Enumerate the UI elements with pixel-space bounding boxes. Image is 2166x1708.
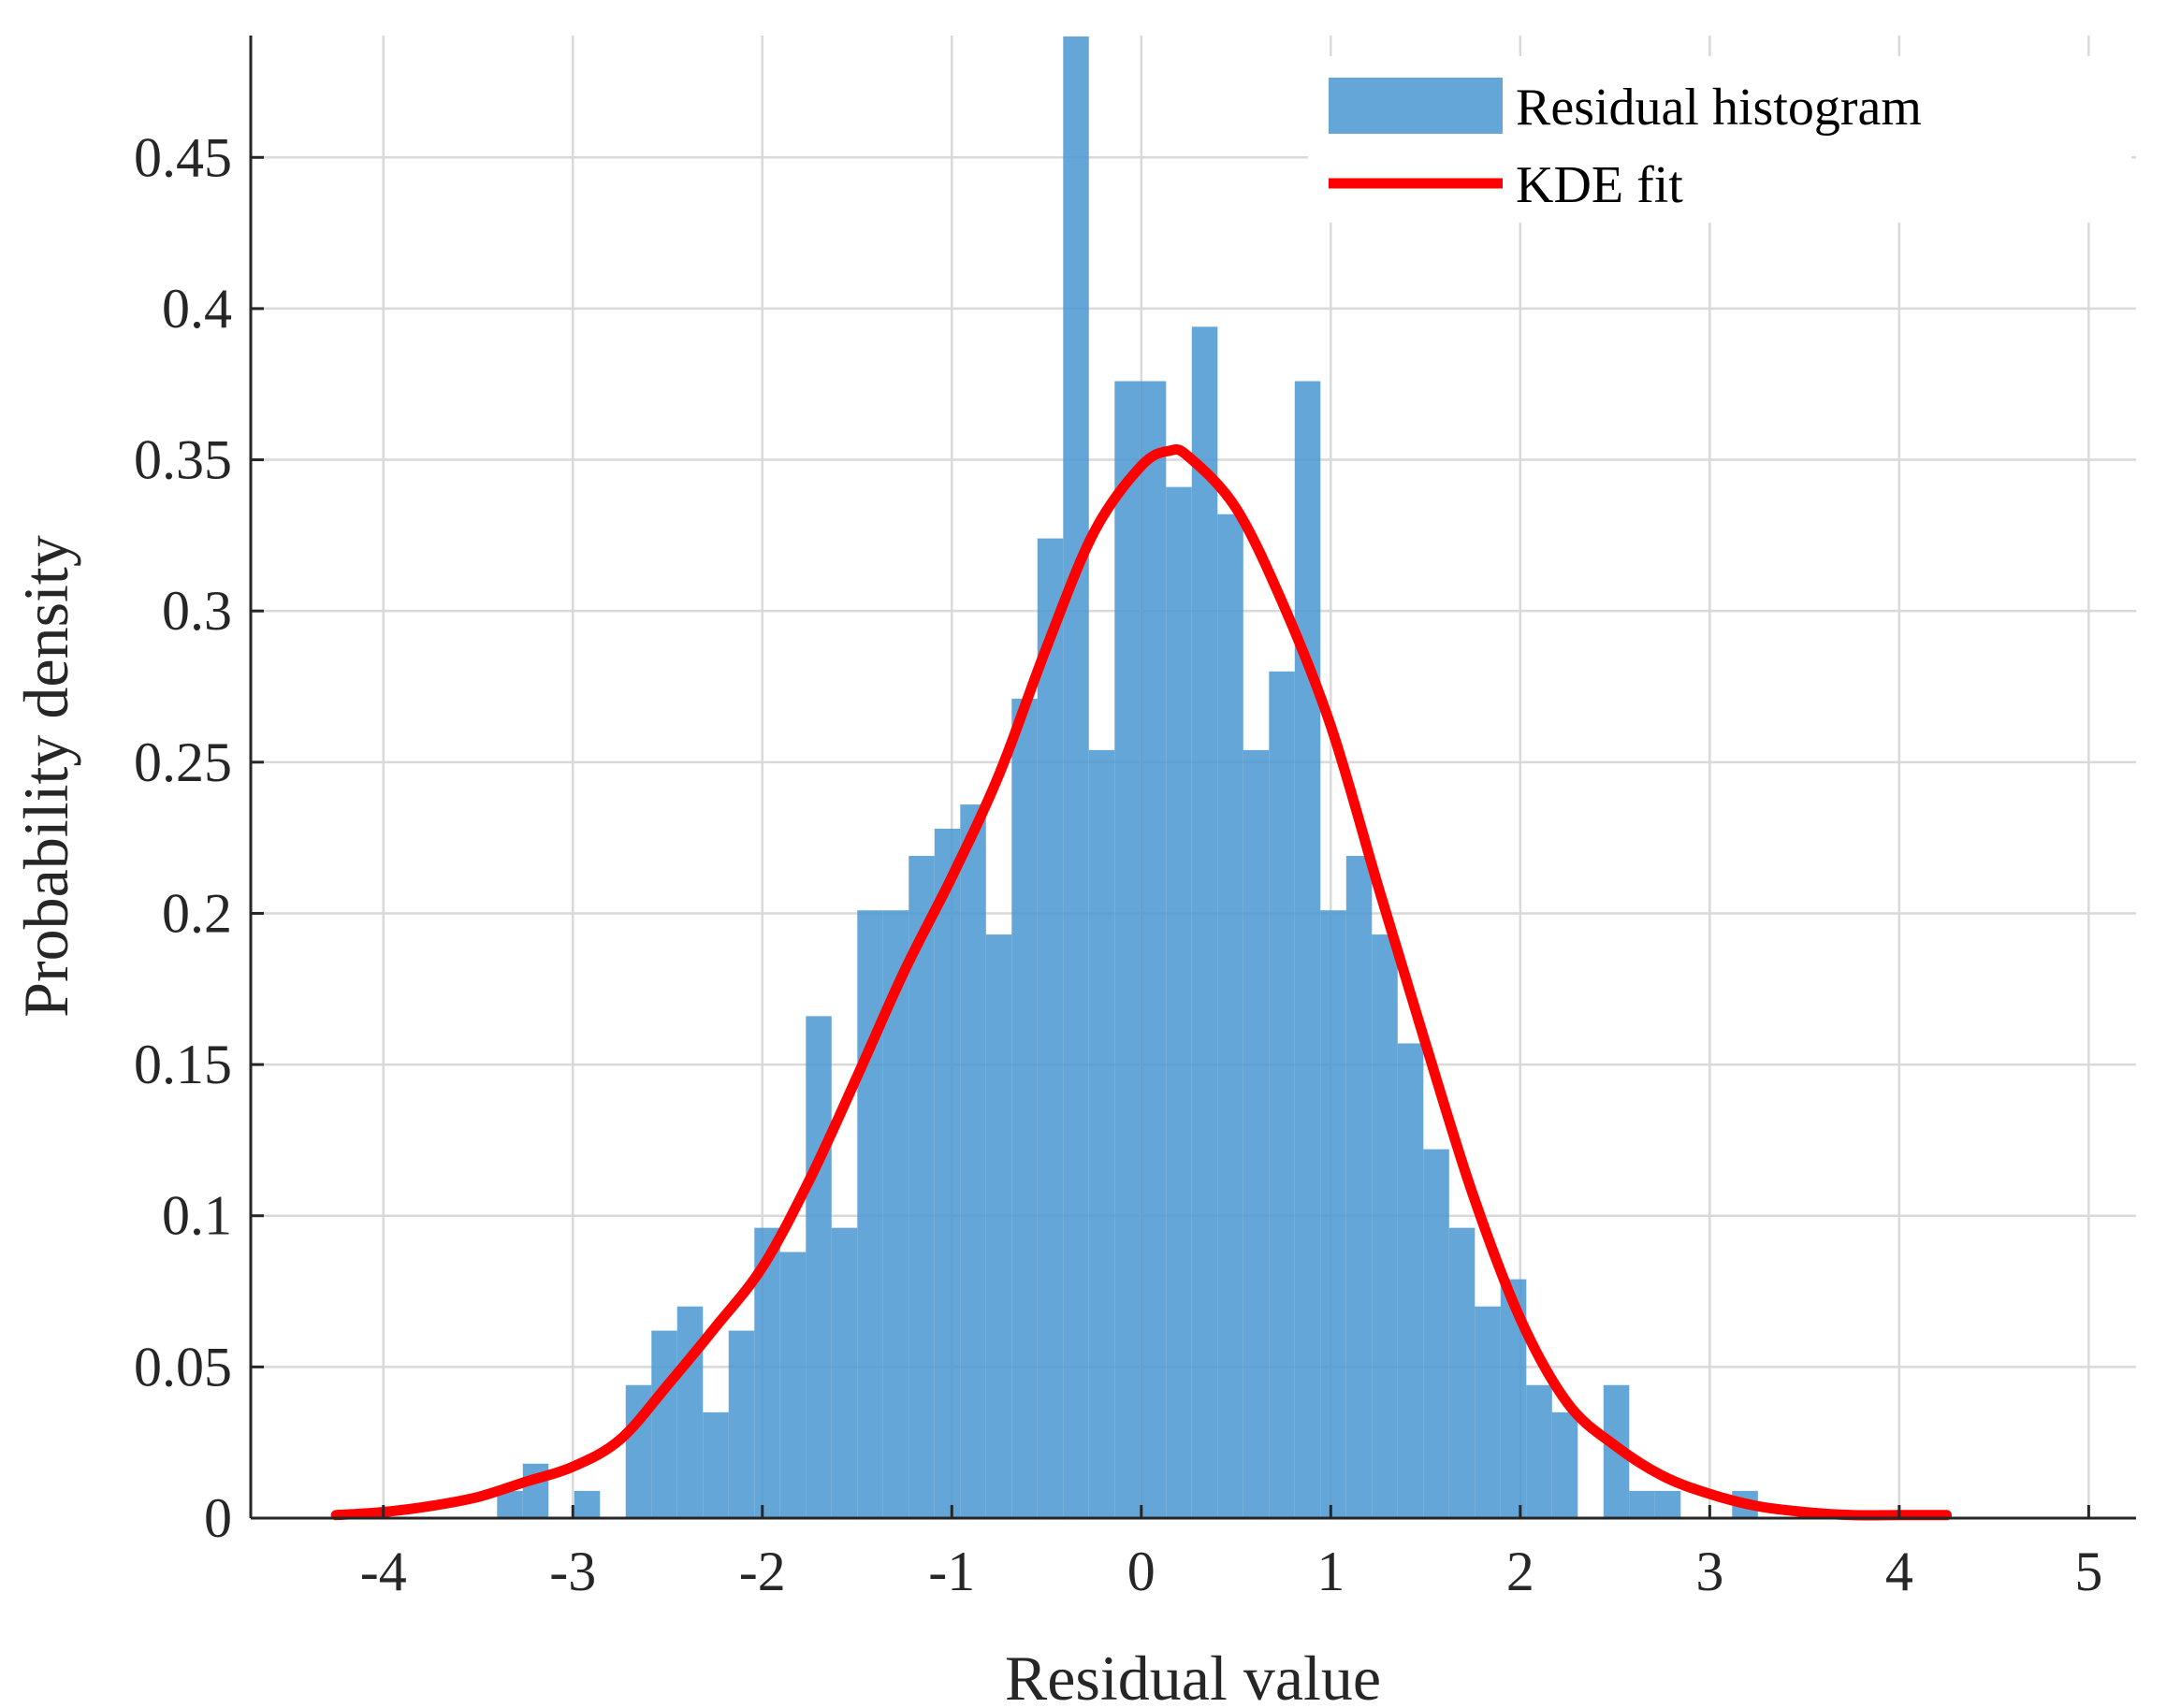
- histogram-bar-27: [1191, 326, 1218, 1518]
- histogram-bars: [497, 36, 1758, 1519]
- histogram-bar-33: [1345, 856, 1373, 1518]
- y-tick-label-5: 0.25: [134, 731, 232, 793]
- x-tick-label-3: -1: [928, 1541, 975, 1602]
- histogram-bar-14: [857, 910, 883, 1518]
- histogram-bar-40: [1526, 1384, 1552, 1518]
- y-tick-label-9: 0.45: [134, 126, 232, 188]
- histogram-bar-37: [1448, 1227, 1475, 1518]
- y-tick-label-0: 0: [204, 1487, 232, 1549]
- histogram-bar-11: [779, 1252, 807, 1518]
- x-tick-label-9: 5: [2074, 1541, 2102, 1602]
- histogram-bar-35: [1397, 1043, 1424, 1518]
- histogram-bar-13: [831, 1227, 858, 1518]
- histogram-bar-28: [1217, 514, 1243, 1518]
- histogram-bar-22: [1063, 36, 1089, 1518]
- x-tick-label-1: -3: [549, 1541, 596, 1602]
- x-axis-title: Residual value: [1005, 1643, 1381, 1708]
- histogram-bar-31: [1294, 381, 1321, 1519]
- histogram-bar-30: [1269, 671, 1295, 1518]
- axes: [249, 36, 2136, 1520]
- y-ticks: 0 0.05 0.1 0.15 0.2 0.25 0.3 0.35 0.4 0.45: [134, 126, 264, 1549]
- x-tick-label-2: -2: [739, 1541, 786, 1602]
- histogram-bar-32: [1320, 910, 1346, 1518]
- histogram-bar-20: [1011, 698, 1038, 1518]
- histogram-bar-24: [1114, 381, 1141, 1519]
- y-axis-title: Probability density: [10, 535, 81, 1018]
- histogram-bar-29: [1243, 749, 1270, 1518]
- histogram-bar-44: [1629, 1490, 1655, 1518]
- y-tick-label-6: 0.3: [162, 580, 232, 642]
- x-tick-label-4: 0: [1127, 1541, 1156, 1602]
- histogram-bar-36: [1423, 1149, 1449, 1518]
- histogram-bar-38: [1475, 1306, 1501, 1518]
- histogram-bar-3: [574, 1490, 601, 1518]
- x-tick-label-8: 4: [1885, 1541, 1913, 1602]
- legend-label-histogram: Residual histogram: [1516, 79, 1922, 137]
- histogram-bar-19: [985, 934, 1012, 1518]
- histogram-bar-21: [1037, 538, 1064, 1518]
- histogram-bar-45: [1654, 1490, 1681, 1518]
- histogram-bar-12: [806, 1016, 832, 1518]
- histogram-bar-0: [497, 1490, 523, 1518]
- x-tick-label-0: -4: [360, 1541, 407, 1602]
- y-tick-label-4: 0.2: [162, 882, 232, 944]
- y-tick-label-7: 0.35: [134, 429, 232, 491]
- x-tick-label-6: 2: [1506, 1541, 1534, 1602]
- y-tick-label-2: 0.1: [162, 1185, 232, 1247]
- legend: Residual histogram KDE fit: [1308, 56, 2131, 223]
- histogram-bar-18: [960, 804, 986, 1518]
- histogram-bar-8: [703, 1411, 729, 1518]
- x-tick-label-7: 3: [1695, 1541, 1723, 1602]
- kde-line: [330, 444, 1952, 1521]
- x-ticks: -4 -3 -2 -1 0 1 2 3 4 5: [360, 1505, 2102, 1602]
- histogram-bar-7: [676, 1306, 704, 1518]
- histogram-bar-34: [1372, 934, 1398, 1518]
- histogram-bar-16: [909, 856, 935, 1518]
- x-tick-label-5: 1: [1316, 1541, 1345, 1602]
- histogram-bar-6: [651, 1330, 677, 1518]
- histogram-bar-17: [934, 828, 961, 1518]
- y-tick-label-8: 0.4: [162, 278, 232, 340]
- y-tick-label-3: 0.15: [134, 1034, 232, 1095]
- legend-swatch-histogram: [1329, 78, 1503, 134]
- y-tick-label-1: 0.05: [134, 1336, 232, 1397]
- histogram-bar-25: [1140, 381, 1167, 1519]
- histogram-bar-41: [1551, 1411, 1578, 1518]
- histogram-bar-26: [1166, 486, 1192, 1518]
- histogram-bar-9: [728, 1330, 755, 1518]
- legend-label-kde: KDE fit: [1516, 156, 1683, 214]
- histogram-bar-23: [1088, 749, 1115, 1518]
